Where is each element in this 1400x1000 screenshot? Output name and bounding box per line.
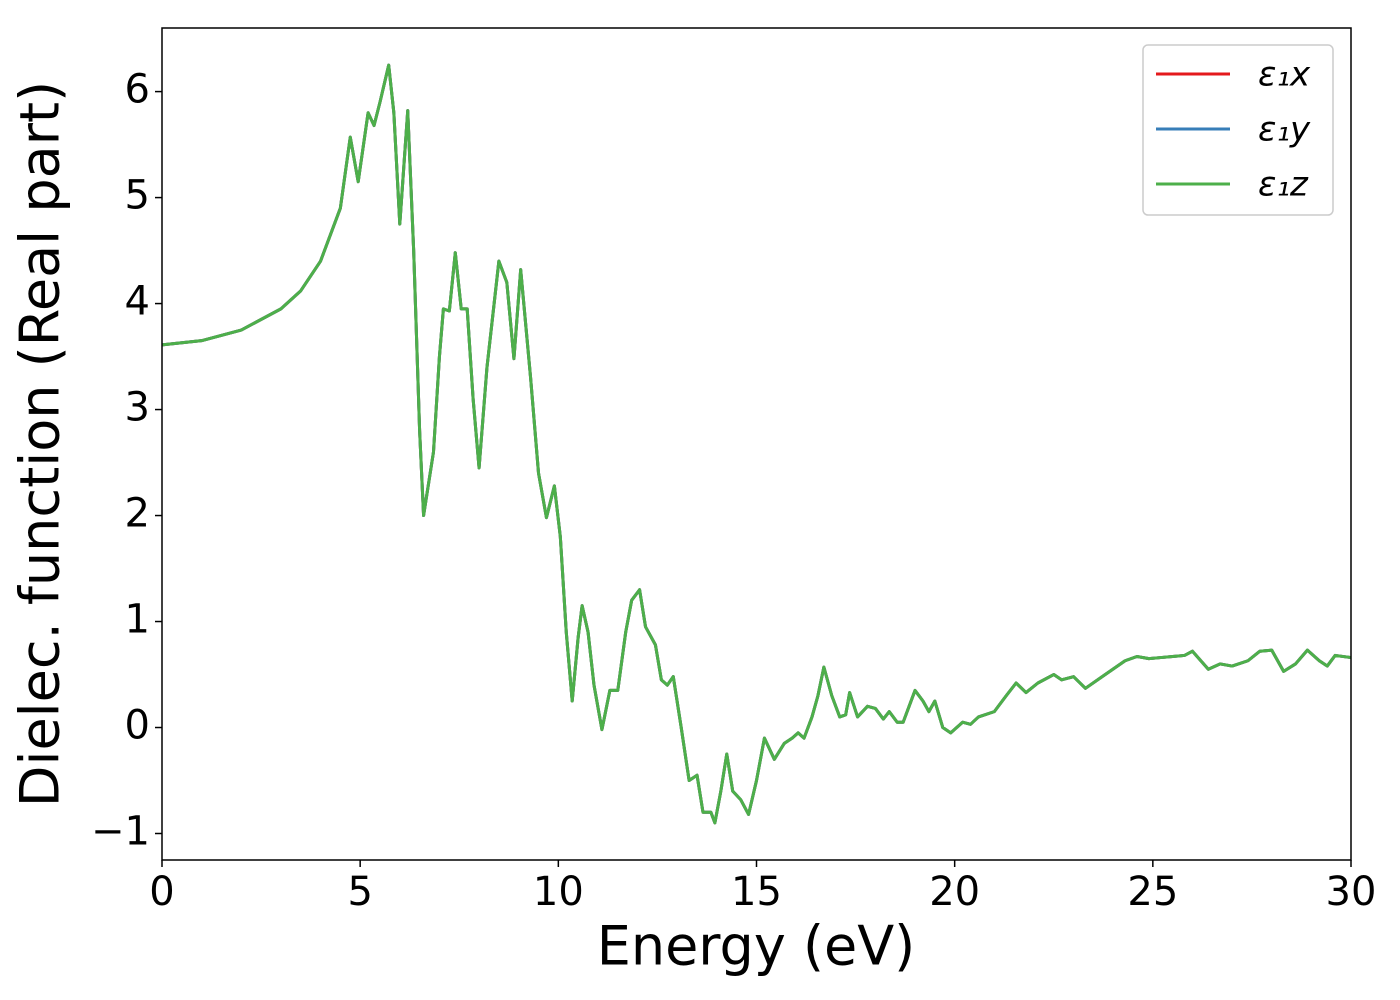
y-tick-label: 2	[125, 491, 150, 537]
x-tick-label: 0	[149, 869, 174, 915]
legend-box	[1142, 44, 1334, 216]
y-tick-label: 1	[125, 597, 150, 643]
x-tick-label: 20	[929, 869, 980, 915]
legend-label: ε₁y	[1258, 110, 1311, 150]
x-tick-label: 30	[1326, 869, 1377, 915]
x-tick-label: 25	[1127, 869, 1178, 915]
y-tick-label: 4	[125, 279, 150, 325]
x-tick-label: 15	[731, 869, 782, 915]
y-tick-label: 5	[125, 173, 150, 219]
x-tick-label: 10	[533, 869, 584, 915]
legend-label: ε₁x	[1258, 55, 1311, 95]
series-line	[161, 63, 1352, 825]
plot-frame	[161, 27, 1352, 861]
y-axis-label: Dielec. function (Real part)	[9, 81, 72, 807]
y-tick-label: 0	[125, 703, 150, 749]
y-tick-label: −1	[91, 809, 150, 855]
legend-label: ε₁z	[1258, 165, 1309, 205]
y-tick-label: 6	[125, 67, 150, 113]
y-tick-label: 3	[125, 385, 150, 431]
x-tick-label: 5	[347, 869, 372, 915]
x-axis-label: Energy (eV)	[597, 915, 916, 978]
